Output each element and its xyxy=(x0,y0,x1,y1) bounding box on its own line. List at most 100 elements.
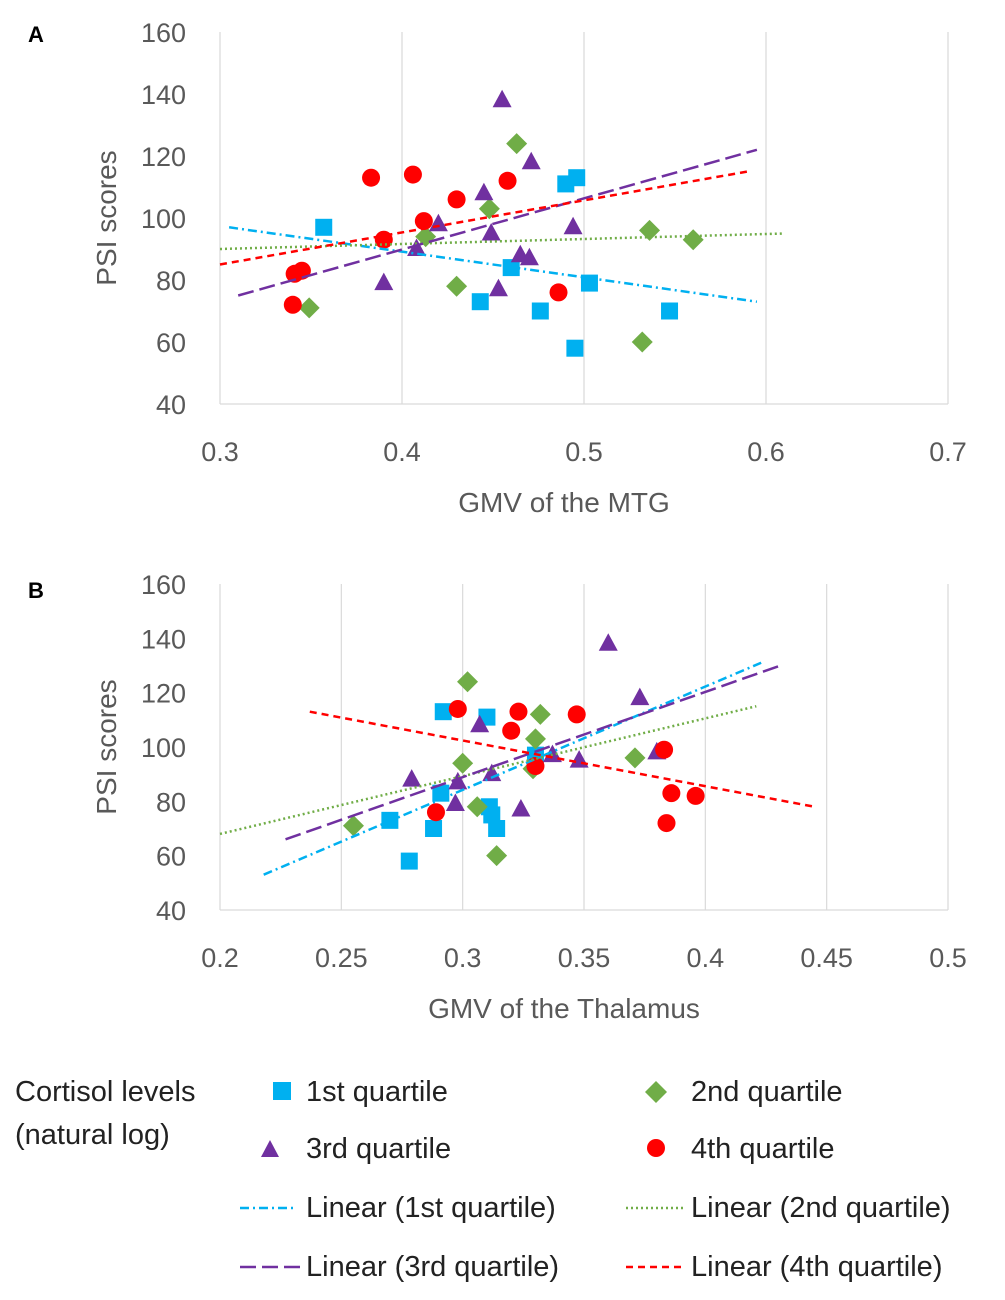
q3-data-point xyxy=(521,151,541,170)
q3-data-point xyxy=(474,182,494,201)
q2-data-point xyxy=(529,703,551,725)
q3-data-point xyxy=(569,750,589,768)
q2-data-point xyxy=(478,198,500,220)
q1-data-point xyxy=(471,293,489,311)
q3-trend-line xyxy=(237,148,758,297)
legend-item-q1: 1st quartile xyxy=(306,1076,448,1108)
legend-item-q2: 2nd quartile xyxy=(691,1076,843,1108)
q4-data-point xyxy=(526,757,545,776)
q4-data-point xyxy=(662,784,681,803)
q1-data-point xyxy=(434,703,452,721)
q1-data-point xyxy=(661,302,679,320)
q2-data-point xyxy=(639,219,661,241)
q4-data-point xyxy=(686,786,705,805)
q4-data-point xyxy=(549,283,568,302)
q1-data-point xyxy=(531,302,549,320)
q1-data-point xyxy=(502,259,520,277)
x-tick-label: 0.2 xyxy=(201,943,239,973)
q4-data-point xyxy=(447,190,466,209)
legend-item-linear-q1: Linear (1st quartile) xyxy=(306,1192,556,1224)
q2-data-point xyxy=(298,297,320,319)
q1-data-point xyxy=(425,820,443,837)
q3-data-point xyxy=(492,89,512,108)
q4-data-point xyxy=(403,165,422,184)
q2-trend-line xyxy=(219,232,785,251)
q3-data-point xyxy=(598,633,618,651)
q2-data-point xyxy=(524,728,546,750)
q2-data-point xyxy=(457,671,479,693)
q2-trend-line xyxy=(219,705,757,836)
y-tick-label: 100 xyxy=(141,204,186,234)
x-tick-label: 0.35 xyxy=(558,943,611,973)
legend-item-q3: 3rd quartile xyxy=(306,1133,451,1165)
q4-data-point xyxy=(502,721,521,740)
panel-a-chart: 0.3 0.4 0.5 0.6 0.7 40 60 80 100 120 140 160 GMV of … xyxy=(91,18,967,518)
q4-data-point xyxy=(655,740,674,759)
legend-title-line2: (natural log) xyxy=(15,1119,170,1151)
panel-a-label: A xyxy=(28,22,44,47)
q4-data-point xyxy=(426,803,445,822)
q3-data-point xyxy=(488,278,508,297)
y-tick-label: 140 xyxy=(141,624,186,654)
q3-data-point xyxy=(630,687,650,706)
q1-data-point xyxy=(483,806,501,824)
legend-square-marker xyxy=(273,1082,291,1100)
y-tick-label: 160 xyxy=(141,18,186,48)
q2-data-point xyxy=(486,845,508,867)
x-tick-label: 0.5 xyxy=(929,943,967,973)
q3-data-point xyxy=(407,238,427,256)
y-tick-label: 100 xyxy=(141,733,186,763)
x-tick-label: 0.6 xyxy=(747,437,785,467)
q3-data-point xyxy=(448,771,468,790)
x-tick-label: 0.7 xyxy=(929,437,967,467)
q1-data-point xyxy=(488,820,506,837)
q2-data-point xyxy=(446,275,468,297)
panel-b-label: B xyxy=(28,578,44,603)
q2-data-point xyxy=(624,747,646,769)
x-tick-label: 0.45 xyxy=(800,943,853,973)
q4-trend-line xyxy=(309,710,815,808)
legend-item-linear-q3: Linear (3rd quartile) xyxy=(306,1251,559,1283)
q1-trend-line xyxy=(263,661,762,876)
y-tick-label: 120 xyxy=(141,142,186,172)
x-tick-label: 0.4 xyxy=(383,437,421,467)
x-axis-title: GMV of the Thalamus xyxy=(428,993,700,1024)
x-tick-label: 0.3 xyxy=(444,943,482,973)
x-tick-label: 0.5 xyxy=(565,437,603,467)
q3-data-point xyxy=(519,247,539,266)
q2-data-point xyxy=(466,796,488,818)
q3-data-point xyxy=(511,798,531,817)
q1-data-point xyxy=(568,169,586,187)
legend-triangle-marker xyxy=(261,1140,279,1157)
legend-item-q4: 4th quartile xyxy=(691,1133,835,1165)
legend-circle-marker xyxy=(647,1139,665,1157)
q3-data-point xyxy=(481,223,501,241)
q2-data-point xyxy=(342,815,364,837)
q3-data-point xyxy=(542,744,562,763)
q3-data-point xyxy=(563,216,583,235)
legend: Cortisol levels (natural log) 1st quarti… xyxy=(15,1076,951,1283)
y-tick-label: 60 xyxy=(156,842,186,872)
y-tick-label: 60 xyxy=(156,328,186,358)
legend-title-line1: Cortisol levels xyxy=(15,1076,196,1108)
q3-data-point xyxy=(374,272,394,291)
y-axis-title: PSI scores xyxy=(91,150,122,285)
q1-data-point xyxy=(315,218,333,236)
q4-data-point xyxy=(567,705,586,724)
q4-data-point xyxy=(498,171,517,190)
q3-data-point xyxy=(470,714,490,733)
y-tick-label: 140 xyxy=(141,80,186,110)
x-axis-title: GMV of the MTG xyxy=(458,487,670,518)
q2-data-point xyxy=(452,752,474,774)
q4-data-point xyxy=(362,168,381,187)
q3-data-point xyxy=(445,793,465,812)
q1-trend-line xyxy=(228,226,758,303)
q4-data-point xyxy=(283,295,302,314)
y-tick-label: 40 xyxy=(156,390,186,420)
y-tick-label: 80 xyxy=(156,787,186,817)
legend-diamond-marker xyxy=(645,1081,667,1103)
q4-data-point xyxy=(448,699,467,718)
q1-data-point xyxy=(566,339,584,357)
q4-trend-line xyxy=(219,170,749,266)
